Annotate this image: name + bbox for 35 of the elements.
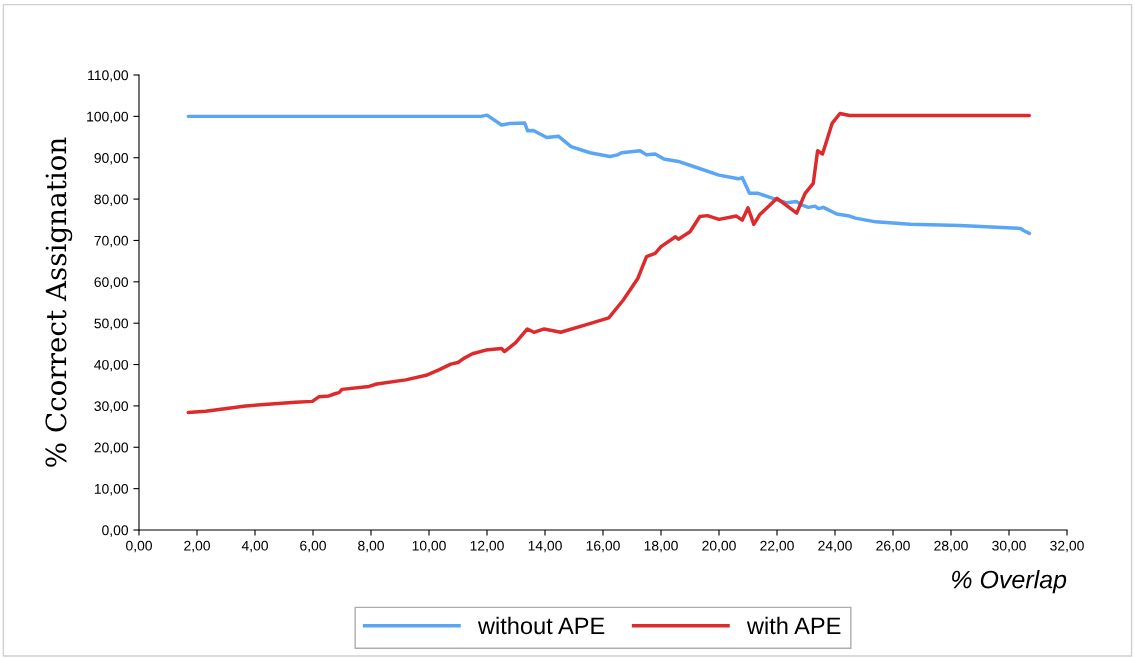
x-tick-label: 6,00 [300, 540, 326, 553]
x-tick-label: 18,00 [644, 540, 678, 553]
x-tick-label: 2,00 [184, 540, 210, 553]
x-tick-label: 8,00 [358, 540, 384, 553]
y-tick-label: 110,00 [88, 70, 129, 82]
legend-label: without APE [477, 616, 605, 635]
y-tick-label: 80,00 [94, 194, 129, 206]
y-tick-label: 10,00 [94, 483, 129, 496]
x-tick-label: 20,00 [702, 540, 736, 553]
x-tick-label: 14,00 [528, 540, 562, 553]
y-tick-label: 50,00 [94, 318, 129, 330]
y-tick-label: 20,00 [94, 442, 129, 455]
line-series [186, 113, 1032, 236]
y-tick-label: 60,00 [94, 277, 129, 289]
y-tick-label: 90,00 [94, 153, 129, 165]
x-tick-label: 30,00 [992, 540, 1026, 553]
legend-label: with APE [746, 616, 841, 635]
x-axis-title: % Overlap [952, 570, 1067, 594]
y-tick-label: 0,00 [102, 525, 129, 537]
y-tick-label: 100,00 [87, 111, 129, 124]
x-tick-label: 10,00 [412, 540, 446, 553]
x-tick-label: 0,00 [126, 540, 152, 553]
y-tick-label: 40,00 [94, 359, 129, 372]
x-tick-label: 28,00 [934, 540, 968, 553]
x-tick-label: 24,00 [818, 540, 852, 553]
x-tick-label: 4,00 [241, 540, 268, 553]
x-tick-label: 16,00 [586, 540, 620, 553]
y-tick-label: 70,00 [94, 235, 129, 248]
x-tick-label: 22,00 [760, 540, 794, 553]
x-tick-label: 32,00 [1050, 540, 1084, 553]
y-axis-title: % Ccorrect Assignation [45, 137, 73, 467]
x-tick-label: 26,00 [876, 540, 910, 553]
line-series [186, 111, 1032, 415]
x-tick-label: 12,00 [470, 540, 504, 553]
y-tick-label: 30,00 [94, 401, 129, 413]
